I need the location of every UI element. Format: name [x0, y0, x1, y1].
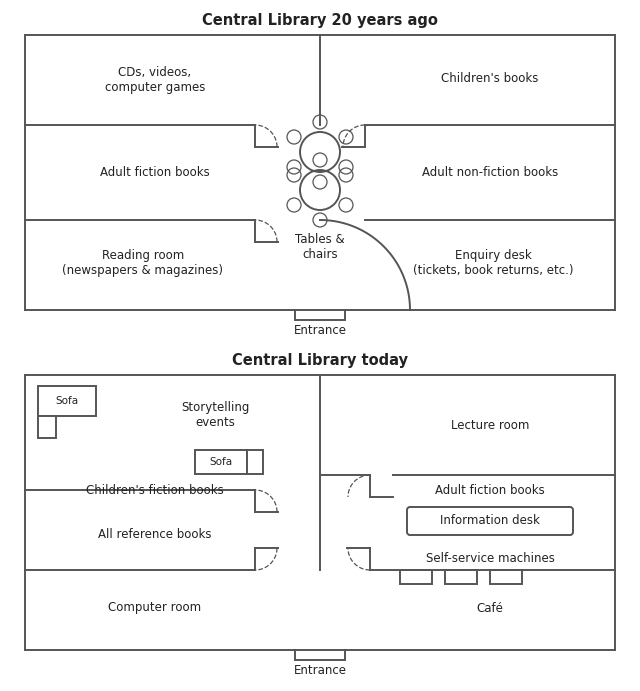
- Bar: [295, 310, 345, 320]
- Bar: [38, 416, 56, 438]
- Text: Tables &
chairs: Tables & chairs: [295, 233, 345, 261]
- Text: CDs, videos,
computer games: CDs, videos, computer games: [105, 66, 205, 94]
- Bar: [247, 450, 263, 474]
- Text: Storytelling
events: Storytelling events: [181, 401, 249, 429]
- Text: Children's fiction books: Children's fiction books: [86, 484, 224, 497]
- Bar: [195, 450, 247, 474]
- Text: Adult fiction books: Adult fiction books: [435, 484, 545, 497]
- Text: Entrance: Entrance: [294, 323, 346, 337]
- Bar: [490, 570, 522, 584]
- Text: Self-service machines: Self-service machines: [426, 551, 554, 565]
- FancyBboxPatch shape: [407, 507, 573, 535]
- Text: Lecture room: Lecture room: [451, 419, 529, 431]
- Text: All reference books: All reference books: [99, 529, 212, 542]
- Bar: [38, 386, 96, 416]
- Bar: [295, 650, 345, 660]
- Text: Sofa: Sofa: [56, 396, 79, 406]
- Text: Information desk: Information desk: [440, 515, 540, 527]
- Text: Enquiry desk
(tickets, book returns, etc.): Enquiry desk (tickets, book returns, etc…: [413, 249, 573, 277]
- Text: Central Library today: Central Library today: [232, 352, 408, 368]
- Text: Adult fiction books: Adult fiction books: [100, 166, 210, 178]
- Bar: [400, 570, 432, 584]
- Text: Café: Café: [477, 601, 504, 614]
- Text: Central Library 20 years ago: Central Library 20 years ago: [202, 12, 438, 28]
- Bar: [445, 570, 477, 584]
- Text: Sofa: Sofa: [209, 457, 232, 467]
- Text: Children's books: Children's books: [442, 71, 539, 84]
- Text: Computer room: Computer room: [108, 601, 202, 614]
- Text: Adult non-fiction books: Adult non-fiction books: [422, 166, 558, 178]
- Text: Entrance: Entrance: [294, 663, 346, 676]
- Text: Reading room
(newspapers & magazines): Reading room (newspapers & magazines): [63, 249, 223, 277]
